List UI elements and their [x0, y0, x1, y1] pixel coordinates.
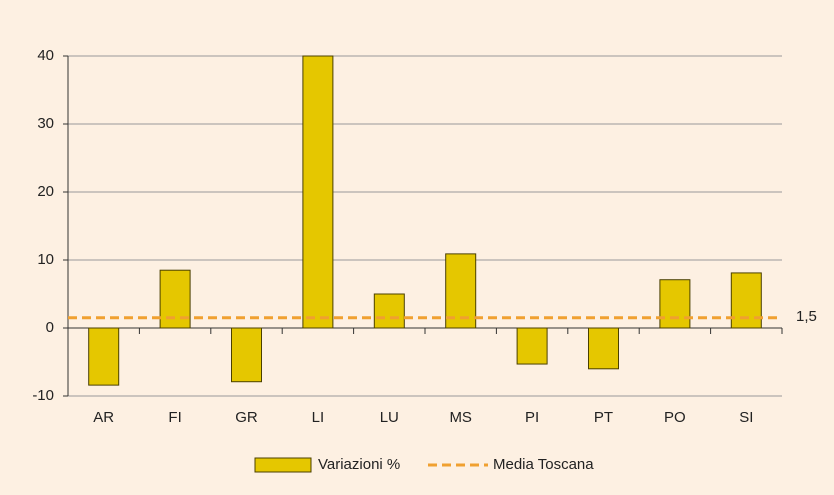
bar — [516, 327, 548, 365]
reference-label: 1,5 — [796, 308, 817, 325]
x-tick-label: PO — [664, 409, 686, 426]
y-tick-label: 40 — [37, 47, 54, 64]
x-tick-label: PI — [525, 409, 539, 426]
legend-swatch — [254, 457, 312, 473]
bar — [159, 269, 191, 329]
x-tick-label: FI — [168, 409, 181, 426]
y-tick-label: 30 — [37, 115, 54, 132]
bar — [659, 279, 691, 329]
bar — [730, 272, 762, 329]
x-tick-label: LU — [380, 409, 399, 426]
y-tick-label: 0 — [46, 319, 54, 336]
x-tick-label: LI — [312, 409, 325, 426]
y-tick-label: 10 — [37, 251, 54, 268]
bar — [302, 55, 334, 329]
y-tick-label: 20 — [37, 183, 54, 200]
x-tick-label: MS — [449, 409, 472, 426]
x-tick-label: PT — [594, 409, 613, 426]
bar — [373, 293, 405, 329]
bar — [88, 327, 120, 386]
x-tick-label: AR — [93, 409, 114, 426]
legend-label: Variazioni % — [318, 456, 400, 473]
x-tick-label: GR — [235, 409, 258, 426]
legend-label: Media Toscana — [493, 456, 594, 473]
x-tick-label: SI — [739, 409, 753, 426]
bar — [445, 253, 477, 329]
bar — [231, 327, 262, 383]
y-tick-label: -10 — [32, 387, 54, 404]
bar — [588, 327, 619, 370]
